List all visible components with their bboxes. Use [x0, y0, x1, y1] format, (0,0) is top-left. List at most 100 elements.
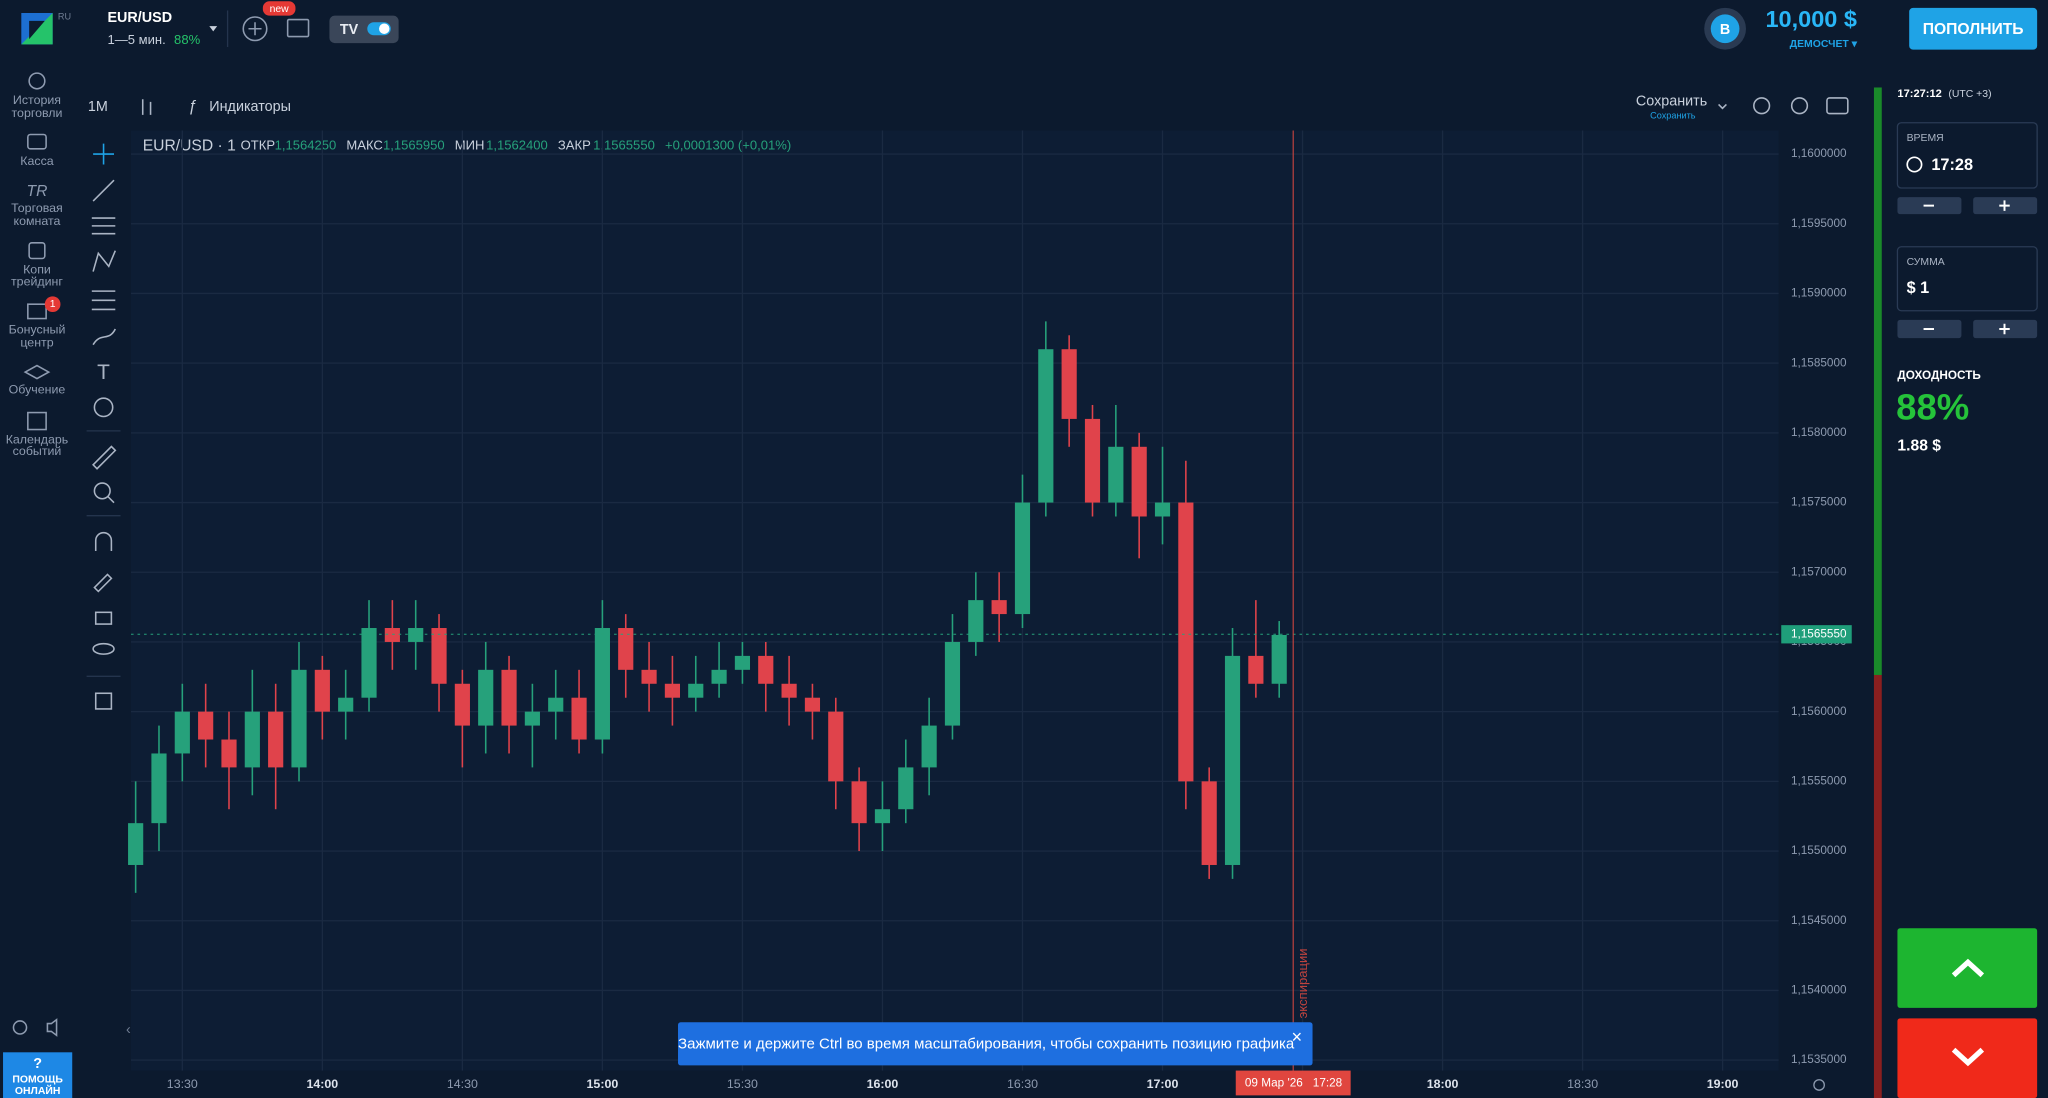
timeframe-button[interactable]: 1М — [88, 99, 108, 115]
candle-body — [361, 628, 377, 698]
help-button[interactable] — [3, 1052, 73, 1098]
legend-label: МИН — [455, 138, 485, 153]
candle-body — [734, 655, 751, 670]
y-tick-label: 1,1540000 — [1791, 984, 1847, 997]
axis-settings — [1813, 1079, 1825, 1091]
y-tick-label: 1,1535000 — [1791, 1053, 1847, 1066]
sidebar-label[interactable]: Обучение — [9, 383, 66, 397]
bonus-badge — [44, 296, 61, 313]
help-icon[interactable]: ? — [33, 1056, 42, 1072]
svg-text:TR: TR — [27, 183, 48, 200]
y-tick-label: 1,1580000 — [1791, 426, 1847, 439]
y-tick-label: 1,1545000 — [1791, 914, 1847, 927]
sidebar-label[interactable]: Торговая — [11, 201, 63, 215]
collapse-icon[interactable]: ‹ — [126, 1022, 131, 1038]
sidebar-label[interactable]: торговли — [12, 106, 63, 120]
save-dropdown[interactable] — [1718, 103, 1727, 110]
sidebar-icons: TR — [23, 72, 51, 431]
candle-body — [851, 781, 867, 824]
plus-icon[interactable] — [1999, 323, 2010, 335]
candle-body — [198, 711, 214, 740]
y-tick-label: 1,1570000 — [1791, 565, 1847, 578]
candle-body — [1178, 502, 1194, 782]
deposit-button[interactable] — [1909, 7, 2038, 50]
candle-body — [431, 628, 447, 684]
x-tick-label: 14:00 — [306, 1077, 338, 1091]
dropdown-arrow[interactable] — [209, 26, 218, 32]
save-button[interactable]: Сохранить — [1636, 94, 1707, 110]
balance-coin-inner — [1710, 14, 1740, 44]
amount-box[interactable] — [1896, 246, 2038, 312]
candle-body — [921, 725, 937, 768]
sidebar-label[interactable]: Копи — [23, 263, 51, 277]
amount-label: СУММА — [1907, 257, 1945, 268]
call-button[interactable] — [1897, 928, 2038, 1008]
account-type[interactable]: ДЕМОСЧЕТ ▾ — [1790, 39, 1858, 50]
candle-body — [1084, 418, 1101, 503]
tv-toggle[interactable]: TV — [329, 15, 399, 44]
candle-body — [1061, 349, 1077, 419]
sidebar-label[interactable]: Касса — [20, 154, 53, 168]
candle-body — [478, 669, 494, 726]
candle-body — [151, 753, 167, 824]
toast-close[interactable]: × — [1292, 1026, 1303, 1047]
time-value[interactable]: 17:28 — [1931, 156, 1973, 174]
candle-body — [991, 600, 1007, 615]
drawing-tools[interactable]: T — [86, 143, 121, 710]
call-arrow[interactable] — [1951, 958, 1985, 978]
candle-body — [968, 600, 984, 642]
put-button[interactable] — [1897, 1018, 2038, 1098]
help-text[interactable]: ПОМОЩЬ — [12, 1074, 63, 1085]
legend-value: 1,1565950 — [383, 138, 445, 153]
layout-button[interactable] — [286, 18, 310, 38]
indicators-button[interactable]: Индикаторы — [209, 99, 291, 115]
sidebar-label[interactable]: комната — [14, 214, 61, 228]
settings-icon[interactable] — [12, 1020, 28, 1035]
candle-body — [314, 669, 330, 712]
candle-body — [338, 697, 354, 712]
y-tick-label: 1,1595000 — [1791, 217, 1847, 230]
fx-icon[interactable]: ƒ — [188, 98, 197, 115]
candle-body — [944, 641, 961, 726]
x-tick-label: 13:30 — [167, 1077, 198, 1091]
legend-value: 1,1564250 — [275, 138, 337, 153]
x-tick-label: 16:00 — [867, 1077, 899, 1091]
sidebar-label[interactable]: История — [13, 93, 61, 107]
time-box[interactable] — [1896, 122, 2038, 189]
plus-icon[interactable] — [1999, 200, 2010, 211]
balance-icon: B — [1720, 22, 1730, 38]
help-text[interactable]: ОНЛАЙН — [15, 1084, 61, 1097]
expiry-date: 09 Мар '26 — [1245, 1077, 1303, 1090]
add-chart[interactable] — [242, 16, 268, 42]
put-arrow[interactable] — [1951, 1047, 1985, 1067]
y-tick-label: 1,1600000 — [1791, 147, 1847, 160]
chart: 1,1535000 1,1540000 1,1545000 1,1550000 1,15… — [128, 130, 1852, 1096]
candle-body — [268, 711, 284, 768]
candle-body — [384, 628, 400, 642]
legend-label: МАКС — [346, 138, 382, 153]
candle-body — [571, 697, 587, 740]
sidebar-label[interactable]: трейдинг — [11, 274, 63, 288]
save-sub: Сохранить — [1650, 111, 1696, 121]
sidebar-label[interactable]: Календарь — [6, 432, 69, 446]
sidebar-label[interactable]: Бонусный — [9, 323, 66, 337]
sidebar-label[interactable]: центр — [20, 336, 53, 350]
yield-label: ДОХОДНОСТЬ — [1897, 369, 1981, 382]
payout: 88% — [174, 32, 201, 47]
deposit-button-text[interactable]: ПОПОЛНИТЬ — [1923, 21, 2024, 38]
toolbar-icons[interactable] — [1753, 97, 1849, 115]
yield-value: 88% — [1896, 387, 1969, 428]
pair[interactable]: EUR/USD — [107, 10, 172, 26]
sound-icon[interactable] — [46, 1018, 58, 1037]
sidebar-label[interactable]: событий — [13, 444, 62, 458]
candle-body — [291, 669, 307, 768]
logo[interactable] — [21, 13, 53, 45]
x-tick-label: 15:30 — [727, 1077, 758, 1091]
chart-type-button[interactable] — [141, 99, 152, 115]
expiry-tag — [1235, 1070, 1351, 1096]
expiry-caption: экспирации — [1295, 948, 1310, 1018]
candle-body — [1201, 781, 1217, 865]
bonus-badge-text: 1 — [50, 299, 56, 310]
sentiment-down — [1873, 674, 1882, 1098]
amount-value[interactable]: $ 1 — [1907, 279, 1930, 297]
